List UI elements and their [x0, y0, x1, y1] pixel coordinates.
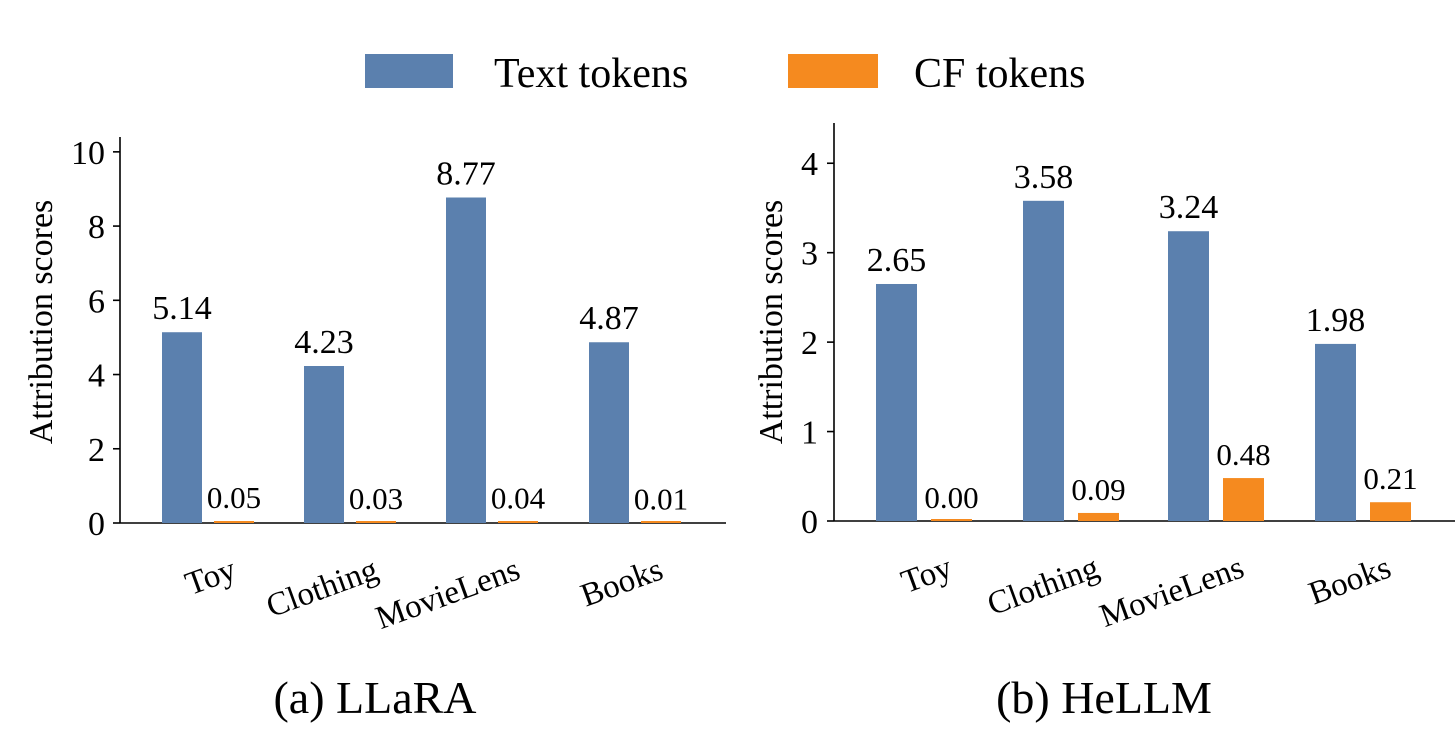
y-tick-label: 4: [801, 146, 818, 183]
panel-a-caption: (a) LLaRA: [273, 672, 476, 723]
panel-b-plot: 0 1 2 3 4 2.65 3.58 3.24 1.98 0.00 0.09 0.48 0.21 Toy…: [801, 123, 1455, 635]
panel-b-ylabel: Attribution scores: [753, 200, 790, 445]
bar-text-tokens-toy: [876, 283, 917, 521]
data-label: 3.58: [1014, 159, 1074, 196]
x-tick-label: Books: [1304, 550, 1396, 613]
legend-swatch-text-tokens: [365, 54, 453, 88]
x-tick-label: Clothing: [983, 550, 1104, 623]
bar-cf-tokens-books: [1370, 502, 1411, 521]
y-tick-label: 2: [801, 325, 818, 362]
x-tick-label: Toy: [181, 552, 242, 603]
bar-cf-tokens-movielens: [498, 521, 538, 523]
x-tick-label: Toy: [897, 550, 958, 601]
bar-text-tokens-books: [1315, 343, 1356, 521]
data-label: 4.87: [579, 300, 639, 337]
data-label: 0.00: [924, 480, 978, 515]
bar-text-tokens-movielens: [446, 197, 486, 523]
panel-a-plot: 0 2 4 6 8 10 5.14 4.23 8.77 4.87 0.05 0.03 0.04 0.01 T…: [71, 135, 726, 637]
panel-a-ylabel: Attribution scores: [23, 200, 60, 445]
bar-cf-tokens-movielens: [1223, 478, 1264, 521]
data-label: 0.01: [634, 482, 688, 517]
y-tick-label: 8: [88, 209, 105, 246]
legend: Text tokens CF tokens: [365, 51, 1086, 97]
panel-b-caption: (b) HeLLM: [996, 672, 1212, 723]
y-tick-label: 3: [801, 236, 818, 273]
bar-text-tokens-books: [589, 342, 629, 523]
data-label: 0.04: [491, 481, 546, 516]
bar-text-tokens-clothing: [304, 366, 344, 523]
panel-a: Attribution scores (a) LLaRA 0 2 4 6 8 10 5.14…: [23, 135, 726, 723]
bar-cf-tokens-books: [641, 521, 681, 523]
bar-cf-tokens-toy: [214, 521, 254, 523]
y-tick-label: 0: [801, 504, 818, 541]
data-label: 0.03: [349, 481, 403, 516]
legend-swatch-cf-tokens: [788, 54, 878, 88]
bar-text-tokens-toy: [162, 332, 202, 523]
x-tick-label: MovieLens: [1095, 550, 1249, 635]
data-label: 3.24: [1159, 189, 1219, 226]
x-tick-label: Clothing: [262, 552, 383, 625]
data-label: 1.98: [1306, 302, 1366, 339]
data-label: 0.09: [1071, 472, 1125, 507]
y-tick-label: 0: [88, 506, 105, 543]
x-tick-label: Books: [576, 552, 668, 615]
data-label: 0.05: [207, 480, 261, 515]
x-tick-label: MovieLens: [371, 552, 525, 637]
bar-cf-tokens-toy: [931, 519, 972, 521]
bar-cf-tokens-clothing: [1078, 512, 1119, 521]
data-label: 0.21: [1363, 461, 1417, 496]
data-label: 0.48: [1216, 437, 1270, 472]
y-tick-label: 10: [71, 135, 105, 172]
bar-text-tokens-clothing: [1023, 200, 1064, 522]
panel-b: Attribution scores (b) HeLLM 0 1 2 3 4 2.65 3.…: [753, 123, 1455, 723]
bar-text-tokens-movielens: [1168, 231, 1209, 522]
y-tick-label: 2: [88, 432, 105, 469]
data-label: 4.23: [294, 324, 354, 361]
legend-label-text-tokens: Text tokens: [494, 51, 688, 97]
bar-cf-tokens-clothing: [356, 521, 396, 523]
y-tick-label: 4: [88, 358, 105, 395]
y-tick-label: 6: [88, 283, 105, 320]
data-label: 2.65: [867, 242, 927, 279]
data-label: 5.14: [152, 290, 212, 327]
y-tick-label: 1: [801, 415, 818, 452]
data-label: 8.77: [436, 155, 496, 192]
legend-label-cf-tokens: CF tokens: [914, 51, 1086, 97]
